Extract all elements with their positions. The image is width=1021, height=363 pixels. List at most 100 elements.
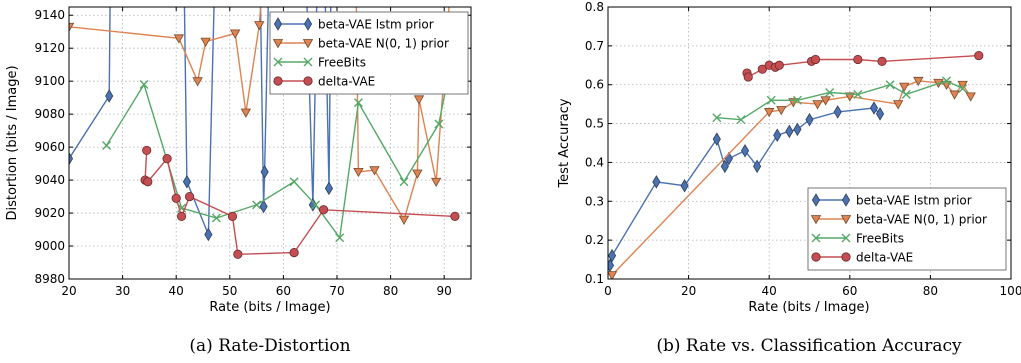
data-point xyxy=(899,82,910,92)
x-tick-label: 20 xyxy=(681,284,696,298)
data-point xyxy=(182,174,191,189)
x-tick-label: 100 xyxy=(1000,284,1021,298)
data-point xyxy=(102,140,112,150)
x-axis-label: Rate (bits / Image) xyxy=(748,300,869,315)
data-point xyxy=(413,95,425,105)
series-beta-vae-n-0-1-prior xyxy=(608,76,976,279)
x-tick-label: 80 xyxy=(383,284,398,298)
data-point xyxy=(185,191,195,202)
data-point xyxy=(254,21,265,31)
data-point xyxy=(399,177,409,187)
data-point xyxy=(143,177,153,187)
data-point xyxy=(825,87,835,97)
data-point xyxy=(774,60,784,70)
data-point xyxy=(233,249,243,259)
data-point xyxy=(892,100,904,110)
y-tick-label: 0.7 xyxy=(585,39,604,53)
data-point xyxy=(853,89,863,99)
legend-marker xyxy=(811,233,821,243)
data-point xyxy=(240,108,252,118)
data-point xyxy=(450,211,460,221)
legend-marker xyxy=(811,193,821,207)
y-axis-label: Distortion (bits / Image) xyxy=(5,65,20,220)
caption-a: (a) Rate-Distortion xyxy=(189,336,350,356)
series-line xyxy=(609,107,881,266)
data-point xyxy=(608,271,618,279)
legend-label: beta-VAE N(0, 1) prior xyxy=(856,213,987,227)
data-point xyxy=(877,56,887,67)
data-point xyxy=(720,159,729,174)
data-point xyxy=(200,37,211,47)
legend-marker xyxy=(303,57,313,67)
data-point xyxy=(69,151,74,166)
data-point xyxy=(853,54,863,65)
data-point xyxy=(875,107,885,121)
y-tick-label: 9100 xyxy=(34,74,65,88)
series-beta-vae-lstm-prior xyxy=(69,7,334,242)
legend-label: delta-VAE xyxy=(318,75,375,89)
data-point xyxy=(430,177,442,188)
legend-marker xyxy=(841,193,851,207)
x-tick-label: 40 xyxy=(169,284,184,298)
data-point xyxy=(820,96,831,106)
data-point xyxy=(885,80,895,90)
series-beta-vae-lstm-prior xyxy=(608,101,885,273)
data-point xyxy=(965,92,976,102)
legend-label: beta-VAE lstm prior xyxy=(856,194,972,208)
series-freebits xyxy=(712,76,968,125)
data-point xyxy=(105,89,114,103)
data-point xyxy=(869,101,879,115)
y-tick-label: 9000 xyxy=(34,239,65,253)
legend-marker xyxy=(272,39,284,49)
legend-label: FreeBits xyxy=(318,56,366,70)
data-point xyxy=(736,115,746,125)
data-point xyxy=(901,89,911,99)
data-point xyxy=(957,80,968,91)
data-point xyxy=(793,122,802,137)
x-tick-label: 80 xyxy=(923,284,938,298)
data-point xyxy=(958,84,968,94)
y-tick-label: 9020 xyxy=(34,206,65,220)
chart-rate-accuracy: 0 20 40 60 80 100 0.1 0.2 0.3 0.4 0.5 0.6 0.7 0.8 Rat… xyxy=(557,0,1021,356)
legend-marker xyxy=(811,252,821,262)
legend-marker xyxy=(273,57,283,67)
x-tick-label: 60 xyxy=(842,284,857,298)
data-point xyxy=(785,124,794,139)
data-point xyxy=(192,77,203,87)
legend-label: delta-VAE xyxy=(856,251,913,265)
data-point xyxy=(335,233,345,243)
data-point xyxy=(680,178,689,193)
data-point xyxy=(162,154,172,164)
data-point xyxy=(311,200,321,210)
x-tick-label: 40 xyxy=(762,284,777,298)
data-point xyxy=(740,143,750,158)
data-point xyxy=(173,34,185,44)
legend-marker xyxy=(303,76,313,86)
data-point xyxy=(434,119,444,129)
data-point xyxy=(844,92,855,102)
y-tick-label: 9080 xyxy=(34,107,65,121)
series-beta-vae-n-0-1-prior xyxy=(69,7,450,225)
data-point xyxy=(712,113,722,123)
data-point xyxy=(942,76,952,86)
data-point xyxy=(766,95,776,105)
data-point xyxy=(227,211,238,221)
y-tick-label: 0.4 xyxy=(585,155,604,169)
data-point xyxy=(764,108,775,118)
legend: beta-VAE lstm prior beta-VAE N(0, 1) prio… xyxy=(807,187,1007,271)
x-tick-label: 0 xyxy=(604,284,612,298)
y-tick-label: 9140 xyxy=(34,8,65,22)
legend-marker xyxy=(303,17,313,31)
y-tick-label: 8980 xyxy=(34,272,65,286)
data-point xyxy=(318,205,329,215)
legend-label: beta-VAE N(0, 1) prior xyxy=(318,37,449,51)
data-point xyxy=(142,145,152,156)
legend: beta-VAE lstm prior beta-VAE N(0, 1) prio… xyxy=(269,11,469,95)
data-point xyxy=(812,100,823,110)
x-axis-label: Rate (bits / Image) xyxy=(209,300,330,315)
y-tick-label: 9120 xyxy=(34,41,65,55)
data-point xyxy=(753,159,762,174)
data-point xyxy=(712,132,721,146)
series-delta-vae xyxy=(742,50,984,82)
y-tick-label: 0.5 xyxy=(585,117,604,131)
